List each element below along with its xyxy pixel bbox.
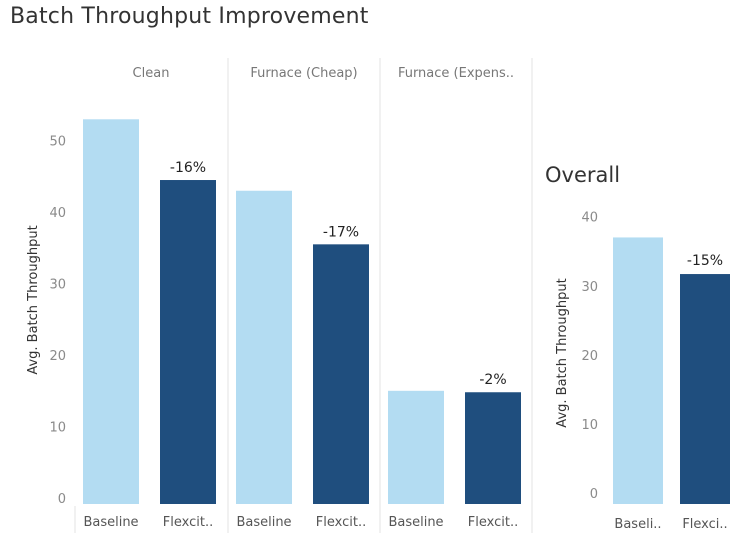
y-tick-label: 50 <box>49 135 66 150</box>
chart-title: Batch Throughput Improvement <box>10 4 369 29</box>
overall-title: Overall <box>545 163 620 187</box>
data-label: -16% <box>170 160 206 176</box>
y-axis-label: Avg. Batch Throughput <box>555 278 570 427</box>
overall-chart: Overall Avg. Batch Throughput 0 10 20 30 40 Bas… <box>545 163 730 532</box>
x-category-label: Baseline <box>83 515 138 530</box>
data-label: -15% <box>687 253 723 269</box>
x-category-label: Flexcit.. <box>468 515 518 530</box>
x-category-label: Flexcit.. <box>163 515 213 530</box>
facet-header: Furnace (Cheap) <box>250 66 357 81</box>
bar-flexciton <box>313 244 369 504</box>
y-tick-label: 20 <box>49 349 66 364</box>
y-axis-label: Avg. Batch Throughput <box>26 225 41 374</box>
data-label: -2% <box>479 372 506 388</box>
y-tick-label: 20 <box>581 349 598 364</box>
y-tick-label: 0 <box>58 492 66 507</box>
x-category-label: Baseli.. <box>614 517 661 532</box>
x-category-label: Flexcit.. <box>316 515 366 530</box>
bar-flexciton <box>680 274 730 504</box>
bar-baseline <box>388 390 444 504</box>
y-tick-label: 30 <box>49 278 66 293</box>
y-tick-label: 30 <box>581 280 598 295</box>
x-category-label: Flexci.. <box>682 517 727 532</box>
bar-flexciton <box>160 180 216 504</box>
bar-baseline <box>613 237 663 504</box>
y-tick-label: 40 <box>581 211 598 226</box>
y-tick-label: 0 <box>590 487 598 502</box>
bar-baseline <box>83 119 139 505</box>
bar-baseline <box>236 190 292 504</box>
x-category-label: Baseline <box>388 515 443 530</box>
bar-flexciton <box>465 392 521 504</box>
data-label: -17% <box>323 224 359 240</box>
x-category-label: Baseline <box>236 515 291 530</box>
y-tick-label: 40 <box>49 206 66 221</box>
y-tick-label: 10 <box>581 418 598 433</box>
facet-header: Furnace (Expens.. <box>398 66 514 81</box>
facet-chart: Avg. Batch Throughput 0 10 20 30 40 50 Clean Bas… <box>26 58 533 533</box>
facet-header: Clean <box>133 66 170 81</box>
y-tick-label: 10 <box>49 421 66 436</box>
